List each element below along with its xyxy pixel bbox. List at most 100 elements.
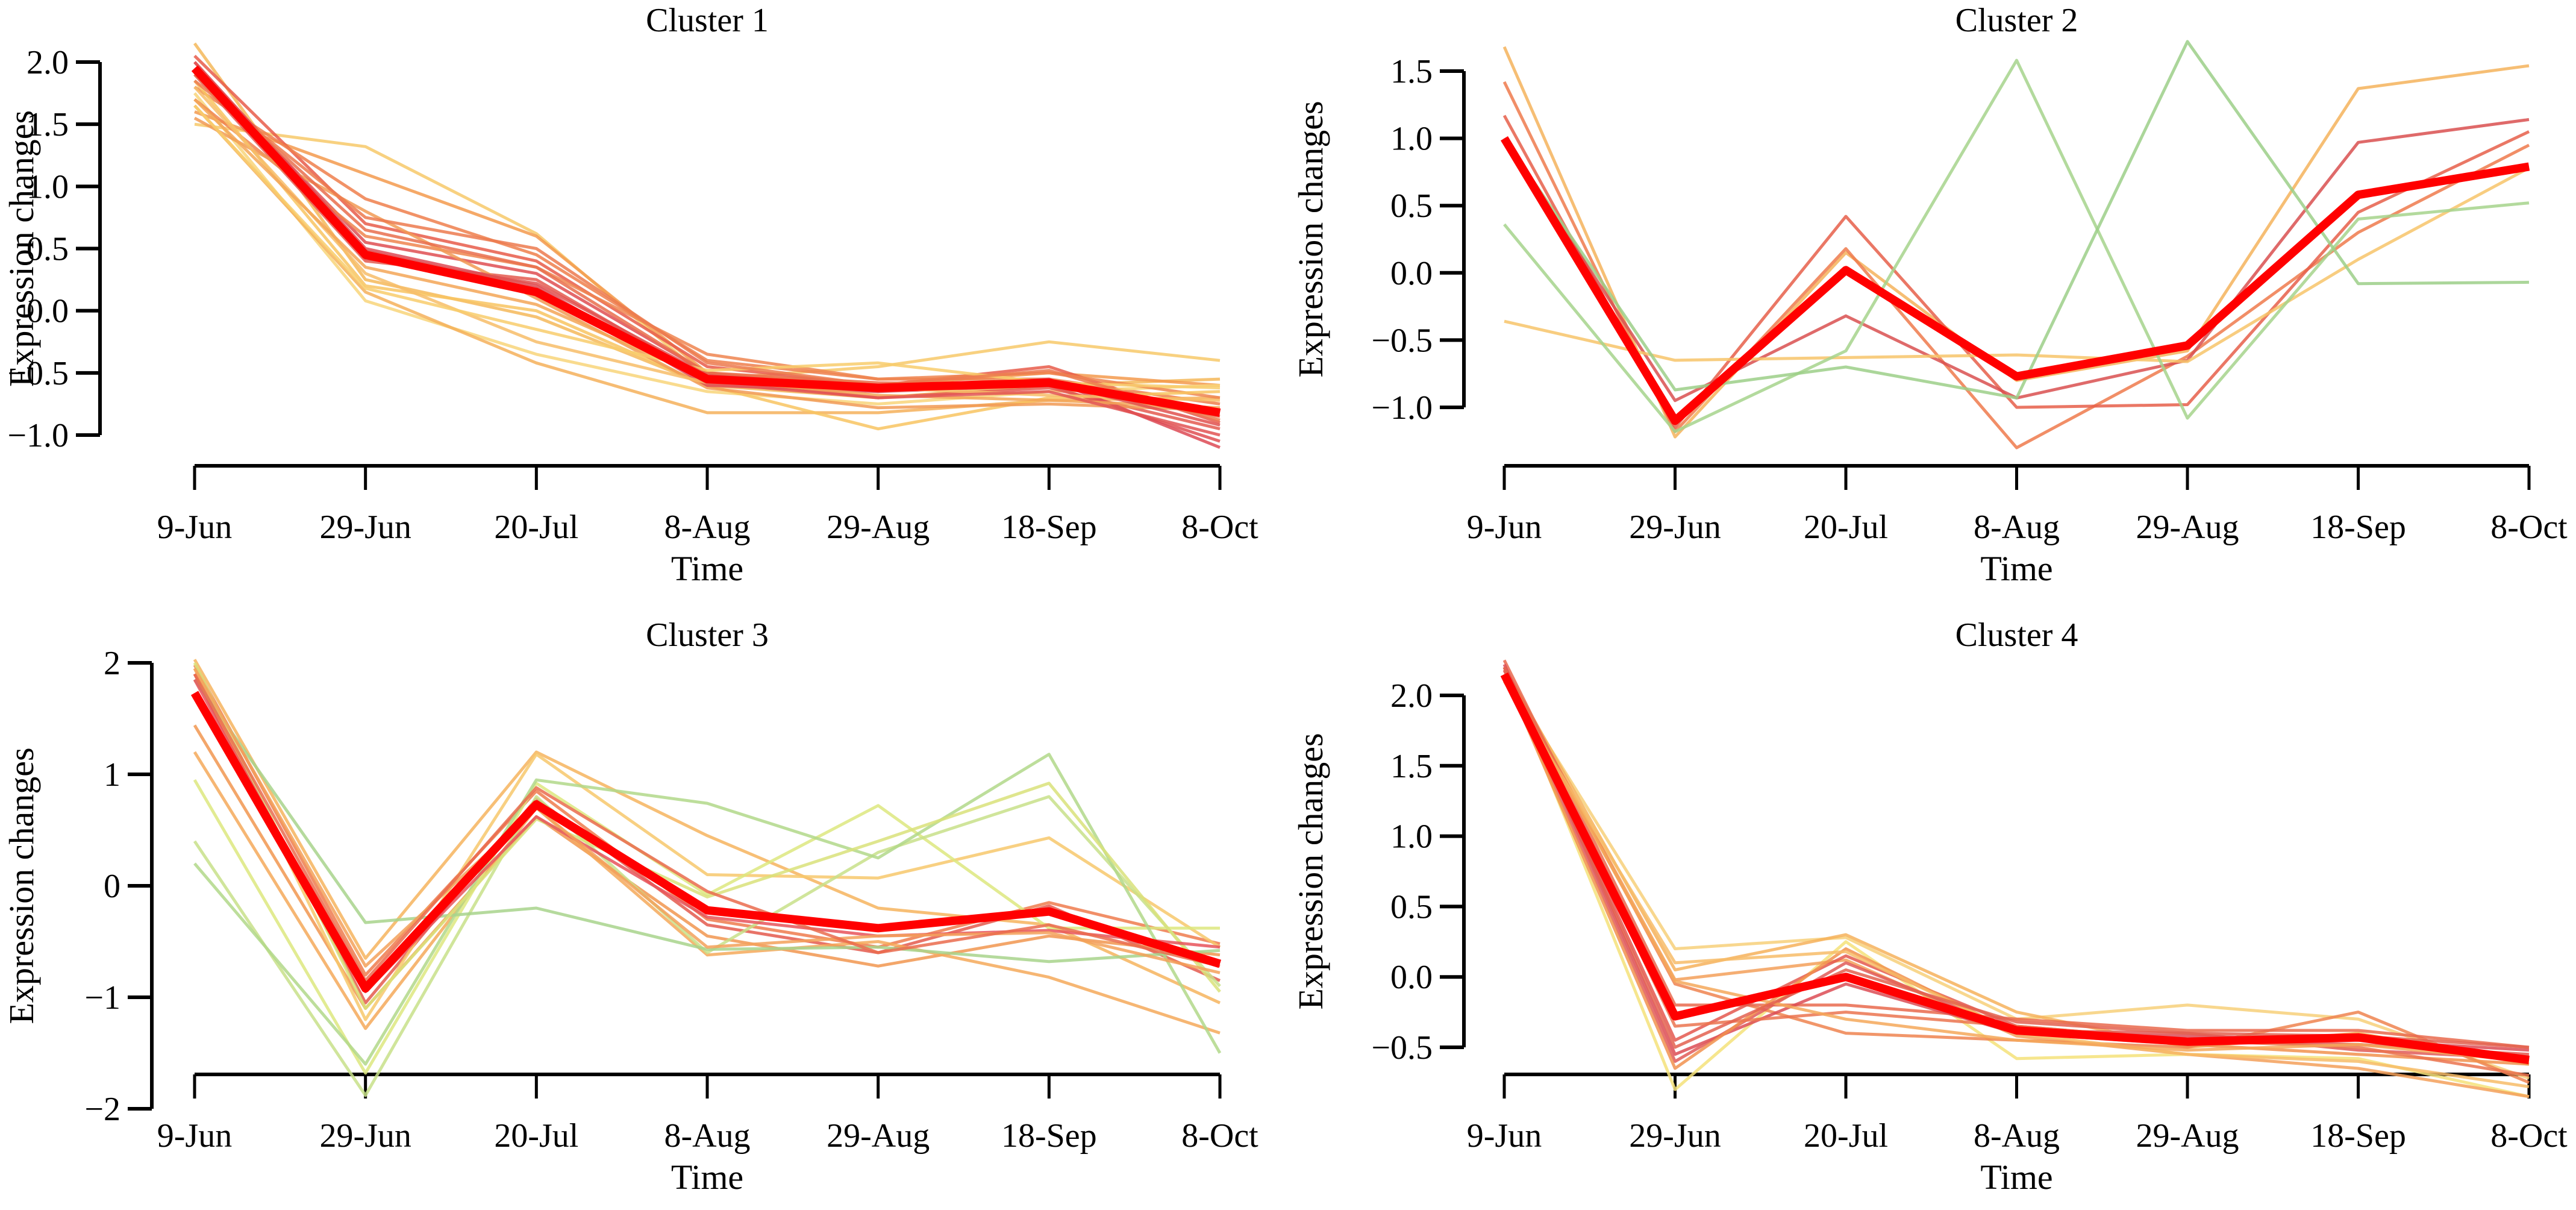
gene-line bbox=[1502, 118, 2530, 403]
y-tick-label: 2.0 bbox=[1390, 677, 1433, 715]
y-tick-label: 0.5 bbox=[27, 231, 69, 268]
x-axis-label: Time bbox=[1980, 1158, 2052, 1197]
gene-line bbox=[1502, 666, 2530, 1066]
chart-title: Cluster 1 bbox=[646, 2, 769, 39]
x-tick-label: 29-Aug bbox=[2136, 1117, 2239, 1155]
x-tick-label: 29-Aug bbox=[2136, 509, 2239, 546]
mean-line bbox=[191, 65, 1221, 417]
gene-line bbox=[193, 751, 1221, 1035]
y-tick-label: 1.0 bbox=[27, 168, 69, 205]
y-axis-label: Expression changes bbox=[1291, 733, 1330, 1009]
x-tick-label: 29-Aug bbox=[827, 509, 930, 546]
gene-line bbox=[1502, 666, 2530, 1056]
x-tick-label: 8-Aug bbox=[1974, 509, 2060, 546]
y-tick-label: −1.0 bbox=[7, 417, 69, 454]
x-tick-label: 20-Jul bbox=[494, 1117, 578, 1155]
x-tick-label: 9-Jun bbox=[157, 1117, 232, 1155]
gene-line bbox=[193, 753, 1222, 1066]
y-tick-label: 1.0 bbox=[1390, 121, 1433, 158]
chart-title: Cluster 3 bbox=[646, 616, 769, 654]
panel-cluster-4: Cluster 4 Time Expression changes −0.5 0.… bbox=[1291, 616, 2568, 1197]
x-tick-label: 18-Sep bbox=[1001, 1117, 1097, 1155]
gene-line bbox=[193, 98, 1221, 400]
x-tick-label: 29-Jun bbox=[1629, 509, 1721, 546]
x-axis-label: Time bbox=[671, 549, 743, 588]
y-tick-label: −0.5 bbox=[1371, 322, 1433, 359]
x-tick-label: 8-Oct bbox=[1181, 1117, 1258, 1155]
gene-line bbox=[193, 86, 1221, 406]
x-tick-label: 20-Jul bbox=[1804, 509, 1888, 546]
x-tick-label: 9-Jun bbox=[1467, 509, 1542, 546]
gene-lines bbox=[193, 659, 1222, 1097]
y-tick-label: −0.5 bbox=[1371, 1029, 1433, 1067]
gene-line bbox=[193, 79, 1221, 422]
gene-lines bbox=[1502, 659, 2530, 1099]
y-tick-label: 0.5 bbox=[1390, 187, 1433, 225]
gene-line bbox=[1504, 166, 2530, 363]
gene-line bbox=[1502, 40, 2530, 400]
y-tick-label: 2 bbox=[104, 645, 120, 682]
x-tick-label: 8-Oct bbox=[2490, 509, 2568, 546]
y-tick-label: −0.5 bbox=[7, 355, 69, 392]
x-tick-label: 18-Sep bbox=[2310, 1117, 2406, 1155]
gene-line bbox=[193, 795, 1221, 1097]
gene-line bbox=[193, 679, 1221, 964]
gene-line bbox=[193, 104, 1221, 390]
y-tick-label: 0.0 bbox=[27, 293, 69, 330]
x-tick-label: 18-Sep bbox=[2310, 509, 2406, 546]
mean-line bbox=[190, 691, 1222, 993]
x-tick-label: 8-Oct bbox=[2490, 1117, 2568, 1155]
y-axis-label: Expression changes bbox=[2, 747, 41, 1024]
gene-line bbox=[193, 54, 1221, 424]
y-tick-label: 0 bbox=[104, 868, 120, 905]
x-tick-label: 8-Aug bbox=[664, 509, 750, 546]
y-tick-label: 1.5 bbox=[1390, 748, 1433, 785]
x-axis-label: Time bbox=[671, 1158, 743, 1197]
gene-line bbox=[193, 662, 1221, 1010]
y-tick-label: 0.5 bbox=[1390, 888, 1433, 926]
y-axis-label: Expression changes bbox=[1291, 101, 1330, 377]
x-tick-label: 20-Jul bbox=[494, 509, 578, 546]
gene-line bbox=[193, 673, 1221, 1005]
gene-line bbox=[1502, 666, 2530, 1099]
panel-cluster-1: Cluster 1 Time Expression changes −1.0 −0… bbox=[2, 2, 1258, 588]
gene-line bbox=[1502, 114, 2530, 429]
gene-line bbox=[1502, 673, 2530, 1063]
y-tick-label: −1 bbox=[84, 979, 120, 1017]
y-tick-label: −2 bbox=[84, 1091, 120, 1128]
panel-cluster-3: Cluster 3 Time Expression changes −2 −1 0 1… bbox=[2, 616, 1258, 1197]
y-tick-label: 1.5 bbox=[1390, 53, 1433, 90]
x-tick-label: 8-Aug bbox=[1974, 1117, 2060, 1155]
x-tick-label: 9-Jun bbox=[157, 509, 232, 546]
y-axis-label: Expression changes bbox=[2, 110, 41, 387]
x-tick-label: 18-Sep bbox=[1001, 509, 1097, 546]
y-tick-label: 0.0 bbox=[1390, 959, 1433, 996]
gene-line bbox=[193, 668, 1221, 974]
x-tick-label: 20-Jul bbox=[1804, 1117, 1888, 1155]
x-tick-label: 29-Jun bbox=[319, 1117, 411, 1155]
gene-line bbox=[1503, 58, 2530, 433]
y-tick-label: −1.0 bbox=[1371, 389, 1433, 427]
x-tick-label: 29-Jun bbox=[1629, 1117, 1721, 1155]
x-axis-label: Time bbox=[1980, 549, 2052, 588]
y-tick-label: 2.0 bbox=[27, 44, 69, 81]
panel-cluster-2: Cluster 2 Time Expression changes −1.0 −0… bbox=[1291, 2, 2568, 588]
chart-title: Cluster 2 bbox=[1955, 2, 2078, 39]
x-tick-label: 8-Oct bbox=[1181, 509, 1258, 546]
chart-title: Cluster 4 bbox=[1955, 616, 2078, 654]
y-tick-label: 1.0 bbox=[1390, 818, 1433, 856]
mean-line bbox=[1501, 136, 2530, 425]
x-tick-label: 9-Jun bbox=[1467, 1117, 1542, 1155]
x-tick-label: 29-Jun bbox=[319, 509, 411, 546]
gene-line bbox=[1502, 659, 2530, 1049]
x-tick-label: 29-Aug bbox=[827, 1117, 930, 1155]
y-tick-label: 1.5 bbox=[27, 106, 69, 143]
gene-line bbox=[193, 779, 1220, 1075]
mean-line bbox=[1500, 672, 2530, 1064]
y-tick-label: 1 bbox=[104, 756, 120, 794]
gene-line bbox=[193, 664, 1221, 977]
gene-line bbox=[193, 116, 1221, 412]
gene-line bbox=[1502, 663, 2530, 1056]
gene-line bbox=[193, 668, 1221, 1021]
